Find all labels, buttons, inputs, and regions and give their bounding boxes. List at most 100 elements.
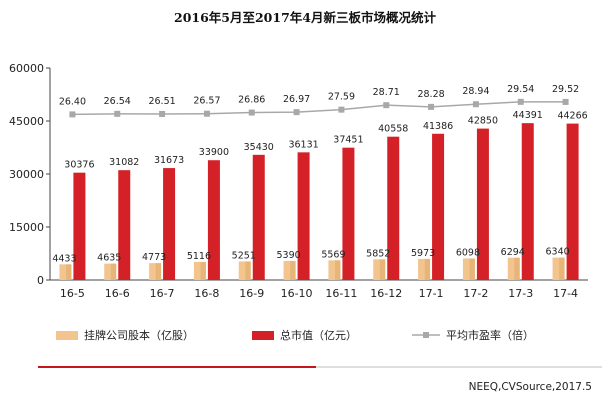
data-label-market-cap: 35430 (244, 142, 274, 153)
data-label-market-cap: 44391 (513, 110, 543, 121)
legend: 挂牌公司股本（亿股） 总市值（亿元） 平均市盈率（倍） (56, 328, 534, 342)
data-label-market-cap: 31082 (109, 157, 139, 168)
data-label-market-cap: 36131 (288, 139, 318, 150)
bar-market-cap (566, 123, 579, 280)
pe-point (428, 103, 435, 110)
y-tick-label: 60000 (9, 62, 44, 75)
pe-point (293, 109, 300, 116)
data-label-pe: 26.51 (148, 96, 175, 107)
bar-shares-shade (155, 263, 162, 280)
x-tick-label: 17-1 (419, 287, 444, 300)
bar-shares-shade (66, 264, 72, 280)
bar-market-cap (342, 147, 355, 280)
x-tick-label: 16-9 (239, 287, 264, 300)
bar-market-cap (163, 168, 176, 280)
pe-point (114, 110, 121, 117)
legend-label-pe: 平均市盈率（倍） (446, 328, 534, 342)
axes: 60000 45000 30000 15000 0 16-5 16-6 16-7 16-8 16-… (9, 62, 588, 300)
y-tick-label: 30000 (9, 168, 44, 181)
bar-shares-shade (514, 257, 520, 280)
pe-point (338, 106, 345, 113)
x-tick-label: 16-6 (105, 287, 130, 300)
data-label-market-cap: 30376 (64, 160, 94, 171)
data-label-shares: 5116 (187, 251, 211, 262)
pe-line (69, 98, 569, 118)
pe-point (248, 109, 255, 116)
data-label-shares: 5569 (321, 249, 345, 260)
data-label-shares: 4635 (97, 253, 121, 264)
data-label-market-cap: 33900 (199, 147, 229, 158)
bar-shares-shade (200, 261, 206, 280)
data-label-pe: 28.28 (417, 89, 444, 100)
bar-shares-shade (424, 258, 431, 280)
data-label-market-cap: 41386 (423, 121, 453, 132)
bar-shares-shade (245, 261, 251, 280)
data-label-market-cap: 40558 (378, 124, 408, 135)
legend-swatch-shares (56, 331, 78, 340)
data-label-pe: 26.57 (193, 96, 220, 107)
y-tick-label: 15000 (9, 221, 44, 234)
x-tick-label: 16-7 (150, 287, 175, 300)
data-label-pe: 29.52 (552, 84, 579, 95)
data-label-market-cap: 31673 (154, 155, 184, 166)
data-label-market-cap: 44266 (557, 111, 587, 122)
data-label-market-cap: 42850 (468, 116, 498, 127)
chart-title: 2016年5月至2017年4月新三板市场概况统计 (174, 10, 436, 25)
pe-point (69, 111, 76, 118)
x-tick-label: 17-2 (463, 287, 488, 300)
y-tick-label: 45000 (9, 115, 44, 128)
bar-market-cap (387, 136, 400, 280)
bar-market-cap (73, 172, 86, 280)
x-tick-label: 17-4 (553, 287, 578, 300)
pe-point (383, 102, 390, 109)
bar-market-cap (521, 123, 534, 281)
data-label-shares: 6294 (501, 247, 525, 258)
bar-shares-shade (290, 260, 296, 280)
bar-shares-shade (379, 259, 386, 280)
data-label-shares: 4773 (142, 252, 166, 263)
data-label-market-cap: 37451 (333, 135, 363, 146)
pe-point (472, 101, 479, 108)
data-label-pe: 26.97 (283, 94, 310, 105)
bar-market-cap (297, 152, 310, 280)
bar-market-cap (252, 154, 265, 280)
data-label-shares: 4433 (52, 253, 76, 264)
data-label-pe: 28.71 (373, 87, 400, 98)
pe-point (562, 98, 569, 105)
source-text: NEEQ,CVSource,2017.5 (469, 381, 592, 393)
data-label-pe: 27.59 (328, 92, 355, 103)
x-tick-label: 16-10 (281, 287, 313, 300)
bar-shares-shade (559, 257, 565, 280)
data-label-shares: 5973 (411, 248, 435, 259)
bar-shares-shade (110, 263, 117, 280)
x-tick-label: 16-8 (194, 287, 219, 300)
pe-point (203, 110, 210, 117)
bar-market-cap (432, 133, 445, 280)
legend-label-shares: 挂牌公司股本（亿股） (84, 328, 194, 342)
legend-label-market-cap: 总市值（亿元） (280, 328, 357, 342)
legend-swatch-market-cap (252, 331, 274, 340)
data-label-pe: 26.54 (104, 96, 131, 107)
bar-market-cap (118, 170, 131, 280)
x-tick-label: 16-12 (370, 287, 402, 300)
data-label-pe: 29.54 (507, 84, 534, 95)
data-label-shares: 5852 (366, 248, 390, 259)
data-label-shares: 5251 (232, 250, 256, 261)
value-labels: 4433 30376 4635 31082 4773 31673 5116 33900 5251… (52, 84, 587, 264)
data-label-pe: 26.40 (59, 96, 86, 107)
data-label-shares: 5390 (276, 250, 300, 261)
legend-swatch-pe-marker (423, 332, 429, 338)
data-label-shares: 6340 (545, 247, 569, 258)
bar-shares-shade (469, 258, 475, 280)
data-label-shares: 6098 (456, 247, 480, 258)
x-tick-label: 17-3 (508, 287, 533, 300)
pe-point (159, 110, 166, 117)
x-tick-label: 16-11 (325, 287, 357, 300)
bar-market-cap (207, 160, 220, 280)
data-label-pe: 26.86 (238, 95, 265, 106)
x-tick-label: 16-5 (60, 287, 85, 300)
pe-series-line (72, 101, 566, 116)
pe-point (517, 98, 524, 105)
bar-market-cap (476, 128, 489, 280)
